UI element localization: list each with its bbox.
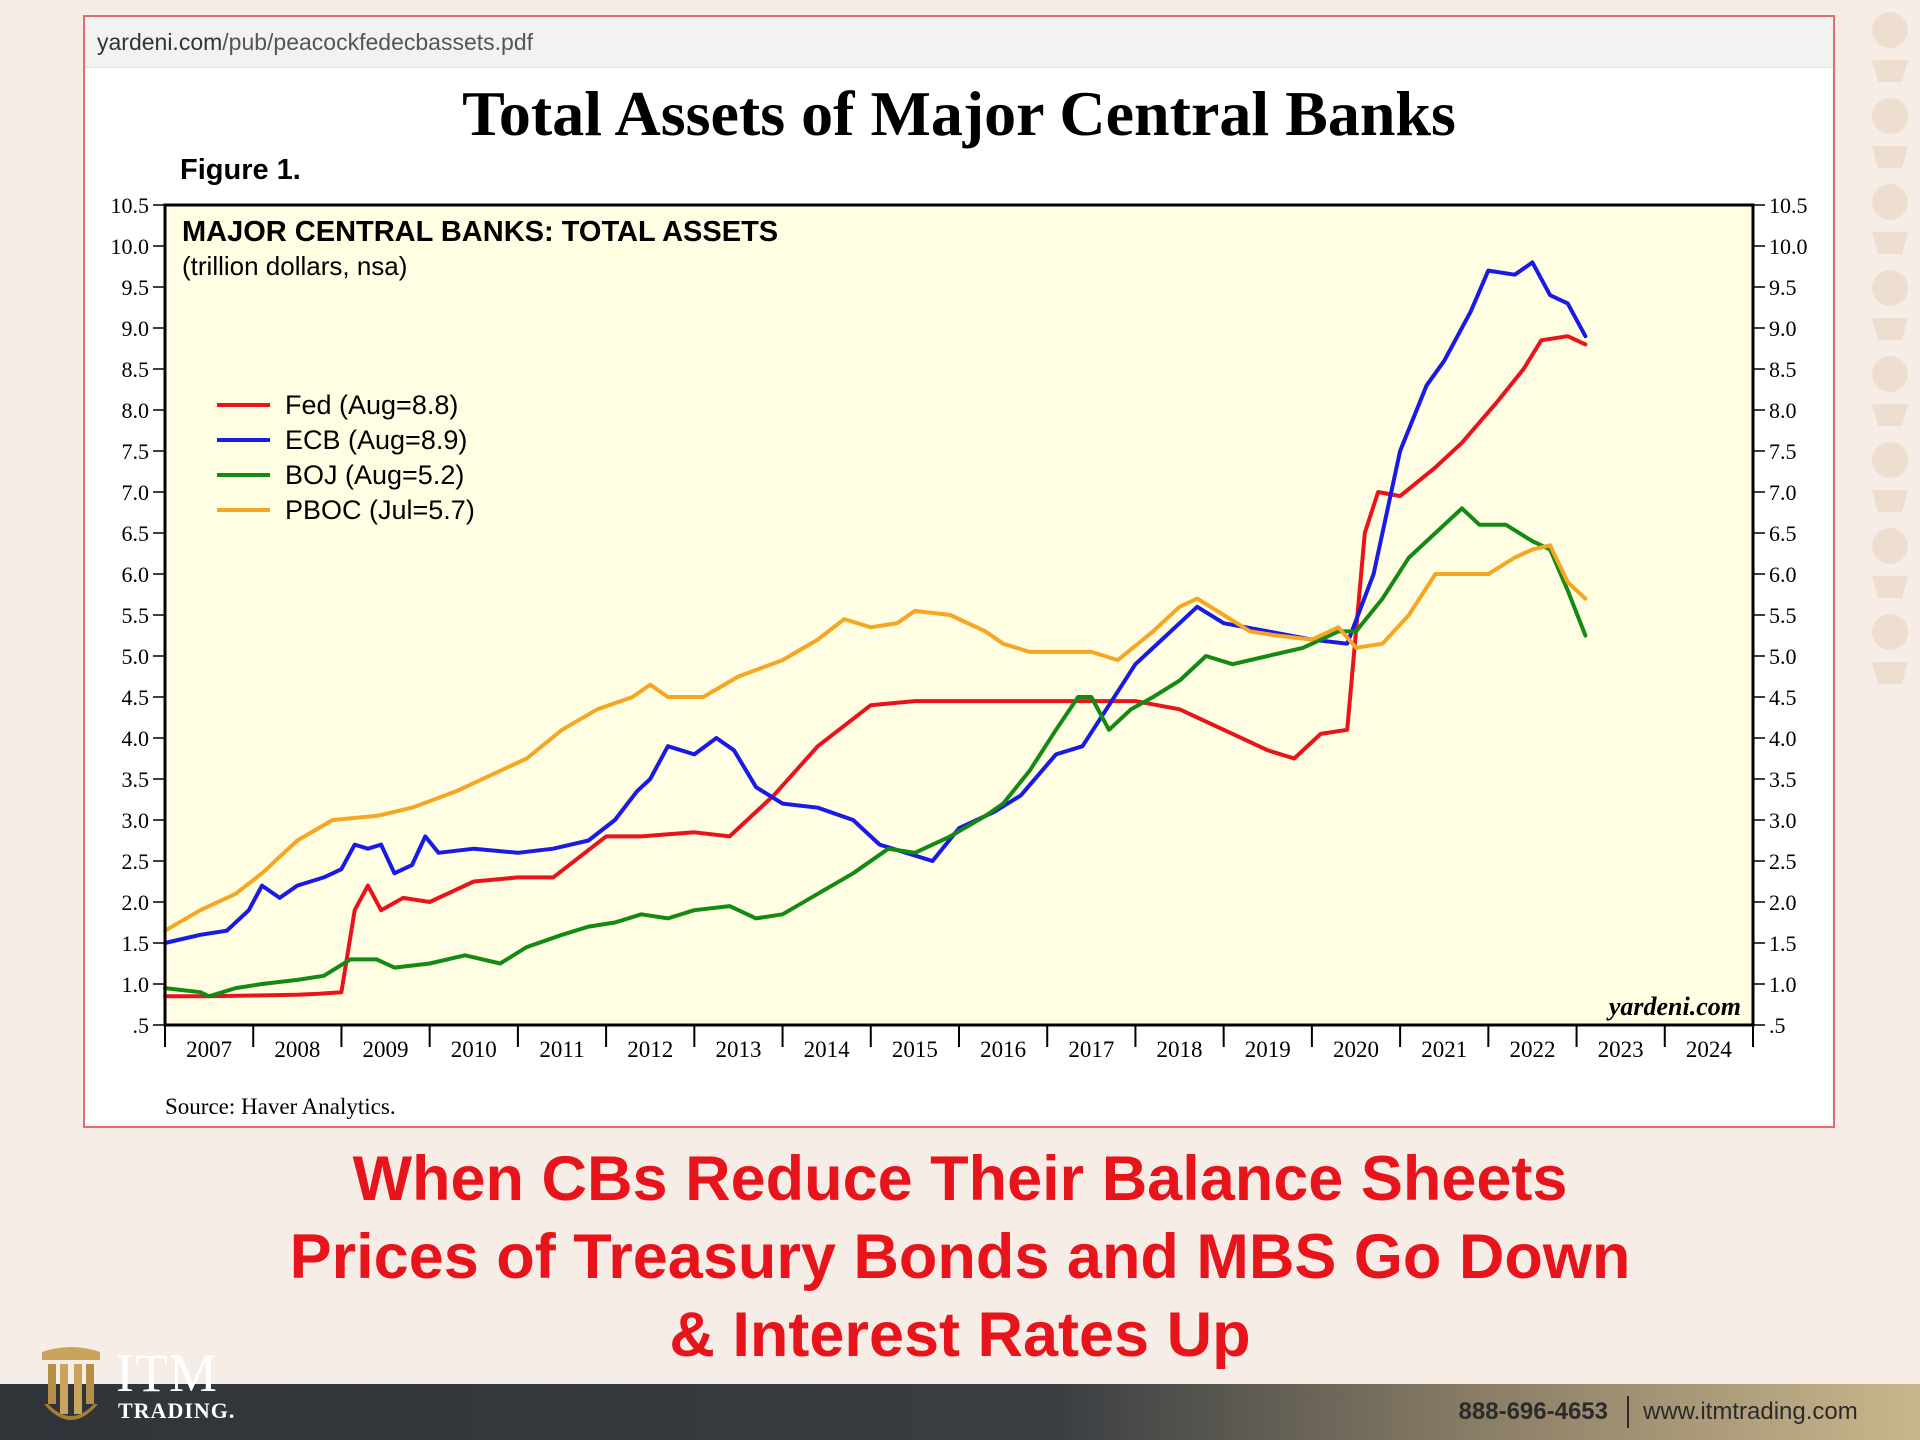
y-tick-label-right: 9.5 xyxy=(1769,275,1797,300)
y-tick-label-right: 5.0 xyxy=(1769,644,1797,669)
y-tick-label-left: 6.0 xyxy=(122,562,150,587)
series-line-1 xyxy=(163,260,1588,945)
x-tick-label: 2024 xyxy=(1686,1037,1733,1062)
x-tick-label: 2013 xyxy=(715,1037,761,1062)
legend-label-0: Fed (Aug=8.8) xyxy=(285,390,458,420)
y-tick-label-left: 9.5 xyxy=(122,275,150,300)
chart-subtitle: (trillion dollars, nsa) xyxy=(182,251,407,281)
y-tick-label-right: 3.5 xyxy=(1769,767,1797,792)
x-tick-label: 2015 xyxy=(892,1037,938,1062)
x-tick-label: 2018 xyxy=(1157,1037,1203,1062)
y-tick-label-left: 8.5 xyxy=(122,357,150,382)
x-tick-label: 2010 xyxy=(451,1037,497,1062)
y-tick-label-left: 7.5 xyxy=(122,439,150,464)
x-tick-label: 2022 xyxy=(1509,1037,1555,1062)
y-tick-label-right: 2.5 xyxy=(1769,849,1797,874)
x-tick-label: 2019 xyxy=(1245,1037,1291,1062)
y-tick-label-left: 5.0 xyxy=(122,644,150,669)
caption-line-3: & Interest Rates Up xyxy=(669,1300,1251,1370)
line-chart: .5 .5 1.0 1.0 1.5 1.5 2.0 2.0 2.5 2.5 3.0 3.0 3.5 3.5… xyxy=(111,193,1808,1062)
y-tick-label-right: 10.5 xyxy=(1769,193,1808,218)
y-tick-label-left: 4.5 xyxy=(122,685,150,710)
legend-label-3: PBOC (Jul=5.7) xyxy=(285,495,475,525)
y-tick-label-right: 8.0 xyxy=(1769,398,1797,423)
figure-label: Figure 1. xyxy=(180,154,301,186)
y-tick-label-right: 3.0 xyxy=(1769,808,1797,833)
x-tick-label: 2014 xyxy=(804,1037,851,1062)
x-tick-label: 2008 xyxy=(274,1037,320,1062)
y-tick-label-left: 3.5 xyxy=(122,767,150,792)
legend-label-2: BOJ (Aug=5.2) xyxy=(285,460,464,490)
y-tick-label-left: 6.5 xyxy=(122,521,150,546)
y-tick-label-left: 4.0 xyxy=(122,726,150,751)
caption-line-2: Prices of Treasury Bonds and MBS Go Down xyxy=(289,1222,1631,1292)
document-title: Total Assets of Major Central Banks xyxy=(462,78,1456,149)
series-line-0 xyxy=(163,334,1588,999)
y-tick-label-left: 1.0 xyxy=(122,972,150,997)
y-tick-label-left: 10.0 xyxy=(111,234,150,259)
itm-trading-logo: ITM TRADING. xyxy=(38,1342,268,1432)
y-tick-label-right: 7.0 xyxy=(1769,480,1797,505)
y-tick-label-right: 4.0 xyxy=(1769,726,1797,751)
decorative-pattern xyxy=(1872,12,1908,684)
y-tick-label-left: 8.0 xyxy=(122,398,150,423)
y-tick-label-left: 9.0 xyxy=(122,316,150,341)
y-tick-label-left: 1.5 xyxy=(122,931,150,956)
y-tick-label-right: 6.0 xyxy=(1769,562,1797,587)
y-tick-label-left: .5 xyxy=(133,1013,150,1038)
y-tick-label-right: 5.5 xyxy=(1769,603,1797,628)
series-line-3 xyxy=(163,543,1588,933)
x-tick-label: 2023 xyxy=(1598,1037,1644,1062)
x-tick-label: 2012 xyxy=(627,1037,673,1062)
x-tick-label: 2009 xyxy=(363,1037,409,1062)
series-line-2 xyxy=(163,506,1588,999)
chart-title: MAJOR CENTRAL BANKS: TOTAL ASSETS xyxy=(182,216,778,248)
y-tick-label-left: 3.0 xyxy=(122,808,150,833)
plot-border xyxy=(163,203,1755,1027)
x-tick-label: 2017 xyxy=(1068,1037,1114,1062)
source-note: Source: Haver Analytics. xyxy=(165,1094,396,1119)
y-tick-label-right: 9.0 xyxy=(1769,316,1797,341)
x-tick-label: 2016 xyxy=(980,1037,1026,1062)
slide-caption: When CBs Reduce Their Balance Sheets Pri… xyxy=(0,1140,1920,1374)
y-tick-label-left: 10.5 xyxy=(111,193,150,218)
x-tick-label: 2011 xyxy=(539,1037,584,1062)
footer-website[interactable]: www.itmtrading.com xyxy=(1643,1398,1858,1425)
chart-watermark: yardeni.com xyxy=(1606,992,1741,1021)
x-tick-label: 2007 xyxy=(186,1037,232,1062)
y-tick-label-right: 2.0 xyxy=(1769,890,1797,915)
y-tick-label-right: 6.5 xyxy=(1769,521,1797,546)
y-tick-label-left: 5.5 xyxy=(122,603,150,628)
logo-text: ITM xyxy=(116,1343,218,1403)
footer-bar xyxy=(0,1384,1920,1440)
footer-phone[interactable]: 888-696-4653 xyxy=(1458,1398,1608,1425)
y-tick-label-right: .5 xyxy=(1769,1013,1786,1038)
x-tick-label: 2020 xyxy=(1333,1037,1379,1062)
address-bar[interactable]: yardeni.com/pub/peacockfedecbassets.pdf xyxy=(85,17,1833,68)
x-tick-label: 2021 xyxy=(1421,1037,1467,1062)
y-tick-label-left: 2.0 xyxy=(122,890,150,915)
y-tick-label-right: 1.5 xyxy=(1769,931,1797,956)
footer-divider xyxy=(1627,1396,1629,1428)
y-tick-label-right: 7.5 xyxy=(1769,439,1797,464)
y-tick-label-left: 2.5 xyxy=(122,849,150,874)
y-tick-label-right: 10.0 xyxy=(1769,234,1808,259)
pdf-viewer-frame: yardeni.com/pub/peacockfedecbassets.pdf … xyxy=(83,15,1835,1128)
logo-subtext: TRADING. xyxy=(118,1398,236,1423)
y-tick-label-right: 8.5 xyxy=(1769,357,1797,382)
legend-label-1: ECB (Aug=8.9) xyxy=(285,425,467,455)
pillar-icon xyxy=(42,1347,100,1420)
y-tick-label-right: 1.0 xyxy=(1769,972,1797,997)
caption-line-1: When CBs Reduce Their Balance Sheets xyxy=(352,1144,1568,1214)
url-text: yardeni.com/pub/peacockfedecbassets.pdf xyxy=(97,29,533,55)
y-tick-label-left: 7.0 xyxy=(122,480,150,505)
y-tick-label-right: 4.5 xyxy=(1769,685,1797,710)
plot-area xyxy=(165,205,1753,1025)
